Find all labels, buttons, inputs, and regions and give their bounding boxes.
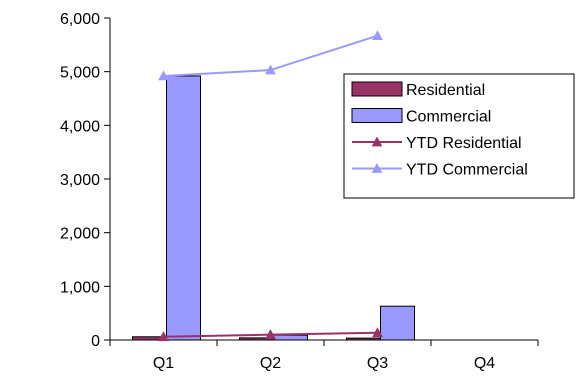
x-tick-label-q1: Q1: [153, 355, 174, 372]
point-ytd-residential-q2: [265, 329, 276, 339]
legend-label-ytd-residential: YTD Residential: [406, 135, 522, 152]
legend: Residential Commercial YTD Residential YTD …: [343, 73, 575, 199]
point-ytd-residential-q3: [372, 327, 383, 338]
lines-layer: [158, 30, 383, 342]
bar-commercial-q3: [380, 305, 415, 341]
bars-layer: [132, 75, 415, 341]
x-tick-label-q3: Q3: [367, 355, 388, 372]
legend-label-commercial: Commercial: [406, 109, 491, 126]
point-ytd-commercial-q2: [265, 64, 276, 75]
y-tick-label: 4,000: [60, 118, 100, 135]
legend-marker-ytd-commercial: [371, 162, 383, 173]
legend-swatch-commercial: [351, 108, 403, 123]
point-ytd-commercial-q1: [158, 70, 169, 81]
y-tick-label: 6,000: [60, 11, 100, 28]
y-tick-label: 2,000: [60, 226, 100, 243]
point-ytd-commercial-q3: [372, 30, 383, 41]
y-tick-label: 0: [91, 333, 100, 350]
x-tick-label-q2: Q2: [260, 355, 281, 372]
legend-label-residential: Residential: [406, 82, 485, 99]
x-tick-label-q4: Q4: [474, 355, 495, 372]
point-ytd-residential-q1: [158, 331, 169, 342]
bar-commercial-q2: [273, 334, 308, 341]
legend-swatch-residential: [351, 81, 403, 97]
y-tick-label: 3,000: [60, 172, 100, 189]
axes-layer: 0 1,000 2,000 3,000 4,000 5,000 6,000 Q1 Q2 Q3 Q4: [60, 11, 539, 372]
y-tick-label: 5,000: [60, 65, 100, 82]
legend-marker-ytd-residential: [371, 136, 383, 147]
y-tick-label: 1,000: [60, 279, 100, 296]
legend-label-ytd-commercial: YTD Commercial: [406, 162, 528, 179]
bar-commercial-q1: [166, 75, 201, 341]
